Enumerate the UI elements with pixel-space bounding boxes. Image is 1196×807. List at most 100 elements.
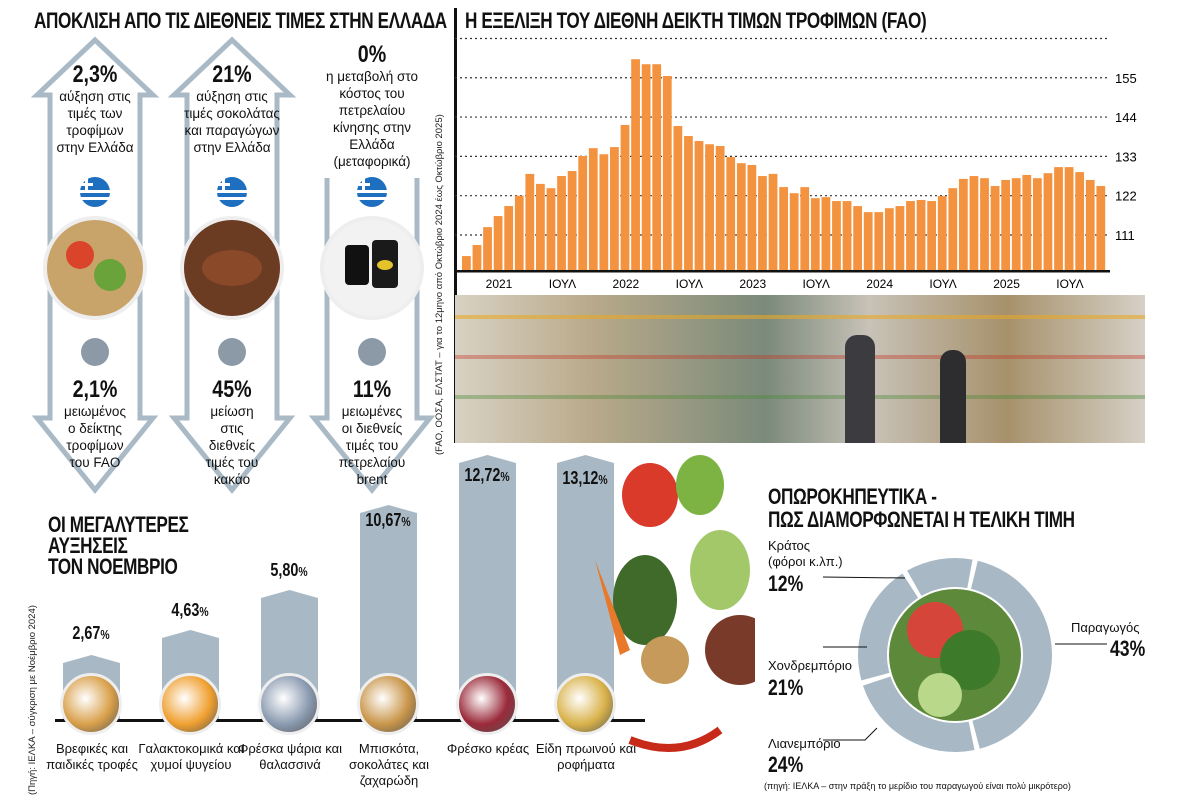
fao-bar [927,201,937,270]
fao-bar [599,154,609,270]
flags [80,177,387,207]
x-tick-label: ΙΟΥΛ [803,277,830,291]
x-tick-label: 2025 [993,277,1020,291]
fao-bar [673,126,683,270]
retail-label: Λιανεμπόριο [768,736,841,751]
fao-bar [969,176,979,270]
y-tick-label: 133 [1115,149,1137,164]
x-tick-label: 2022 [613,277,640,291]
greece-fuel-change: 0% η μεταβολή στο κόστος του πετρελαίου κ… [325,41,418,170]
fao-bar [1001,179,1011,270]
wholesale-value: 21% [768,675,804,700]
fao-bar [800,187,810,270]
fao-bar [567,171,577,270]
fao-bar [620,124,630,271]
fao-bar [980,178,989,270]
fao-bar [631,59,640,270]
y-tick-label: 111 [1115,228,1135,243]
producer-value: 43% [1110,636,1146,661]
fao-bar [1096,186,1106,270]
fao-bar [462,256,471,270]
fao-bar [610,147,619,270]
fao-bar [736,163,746,270]
greek-flag-icon [357,177,387,207]
increase-value: 2,67% [72,623,110,643]
fao-bar [514,195,524,270]
brent-price-decrease: 11% μειωμένες οι διεθνείς τιμές του πετρε… [338,376,406,488]
donut-segment [907,558,973,596]
y-tick-label: 155 [1115,71,1137,86]
x-tick-label: ΙΟΥΛ [549,277,576,291]
fao-bar [810,198,820,270]
fao-bar [821,197,831,270]
fao-bar [472,244,482,270]
category-label: Μπισκότα, σοκολάτες και ζαχαρώδη [349,741,429,788]
price-breakdown-donut [822,558,1107,752]
fao-bar [684,136,693,270]
fao-bar [588,148,598,270]
fao-bar [1032,178,1042,270]
fao-bar [758,176,767,270]
groceries-photo [43,216,147,320]
chart-title: Η ΕΞΕΛΙΞΗ ΤΟΥ ΔΙΕΘΝΗ ΔΕΙΚΤΗ ΤΙΜΩΝ ΤΡΟΦΙΜ… [465,8,927,33]
category-photo [456,673,518,735]
greece-food-increase: 2,3% αύξηση στις τιμές των τροφίμων στην … [56,61,134,156]
fao-bar [557,176,566,270]
category-label: Βρεφικές και παιδικές τροφές [46,741,138,772]
greek-flag-icon [217,177,247,207]
globe-icon [218,338,246,366]
leader-line [822,576,906,579]
fao-bar [874,212,884,270]
producer-label: Παραγωγός [1071,620,1140,635]
increases-title: ΟΙ ΜΕΓΑΛΥΤΕΡΕΣ ΑΥΞΗΣΕΙΣ ΤΟΝ ΝΟΕΜΒΡΙΟ [48,512,189,579]
fao-bar [895,206,905,270]
state-label: Κράτος (φόροι κ.λπ.) [768,538,843,569]
y-tick-label: 144 [1115,110,1137,125]
fao-bar [832,201,841,270]
fao-bar [493,216,503,270]
fao-bar [1022,174,1032,270]
fao-bar [1064,167,1074,270]
fao-bar [536,183,545,270]
retail-value: 24% [768,752,804,777]
fao-bar [863,212,873,270]
fao-bar [884,208,894,270]
fao-bar [546,188,556,270]
category-label: Φρέσκο κρέας [446,741,530,756]
donut-title: ΟΠΩΡΟΚΗΠΕΥΤΙΚΑ - ΠΩΣ ΔΙΑΜΟΡΦΩΝΕΤΑΙ Η ΤΕΛΙ… [768,484,1075,532]
fao-bar [483,227,492,270]
fao-bar [705,144,714,270]
x-tick-label: 2023 [739,277,766,291]
x-tick-label: 2021 [486,277,513,291]
fao-bar [1054,167,1063,270]
increases-baseline [55,719,645,722]
fao-bar [958,178,968,270]
x-tick-label: ΙΟΥΛ [676,277,703,291]
increase-value: 12,72% [464,465,510,485]
supermarket-photo [455,295,1145,443]
increase-value: 13,12% [562,468,608,488]
fao-bar [916,199,926,270]
category-photo [357,673,419,735]
greek-flag-icon [80,177,110,207]
x-tick-label: ΙΟΥΛ [929,277,956,291]
fao-chart: 111 122 133 144 155 2021 ΙΟΥΛ 2022 ΙΟΥΛ 2023 ΙΟΥΛ 2… [455,37,1137,291]
leader-line [823,727,878,741]
fao-bar [937,196,947,270]
globe-icon [81,338,109,366]
donut-segment [858,573,919,681]
vegetables-photo [595,455,775,752]
greece-chocolate-increase: 21% αύξηση στις τιμές σοκολάτας και παραγ… [184,61,280,156]
x-tick-label: 2024 [866,277,893,291]
fao-bar [789,193,799,270]
fao-bar [747,164,757,270]
y-tick-label: 122 [1115,189,1137,204]
deviation-title: ΑΠΟΚΛΙΣΗ ΑΠΟ ΤΙΣ ΔΙΕΘΝΕΙΣ ΤΙΜΕΣ ΣΤΗΝ ΕΛΛ… [34,8,447,33]
fao-bar [1011,178,1021,270]
fao-bar [1043,173,1053,270]
x-axis [455,270,1110,273]
fao-bar [1075,172,1085,270]
fao-bar [694,141,704,270]
fao-bar [853,206,863,270]
fao-bar [990,186,1000,270]
